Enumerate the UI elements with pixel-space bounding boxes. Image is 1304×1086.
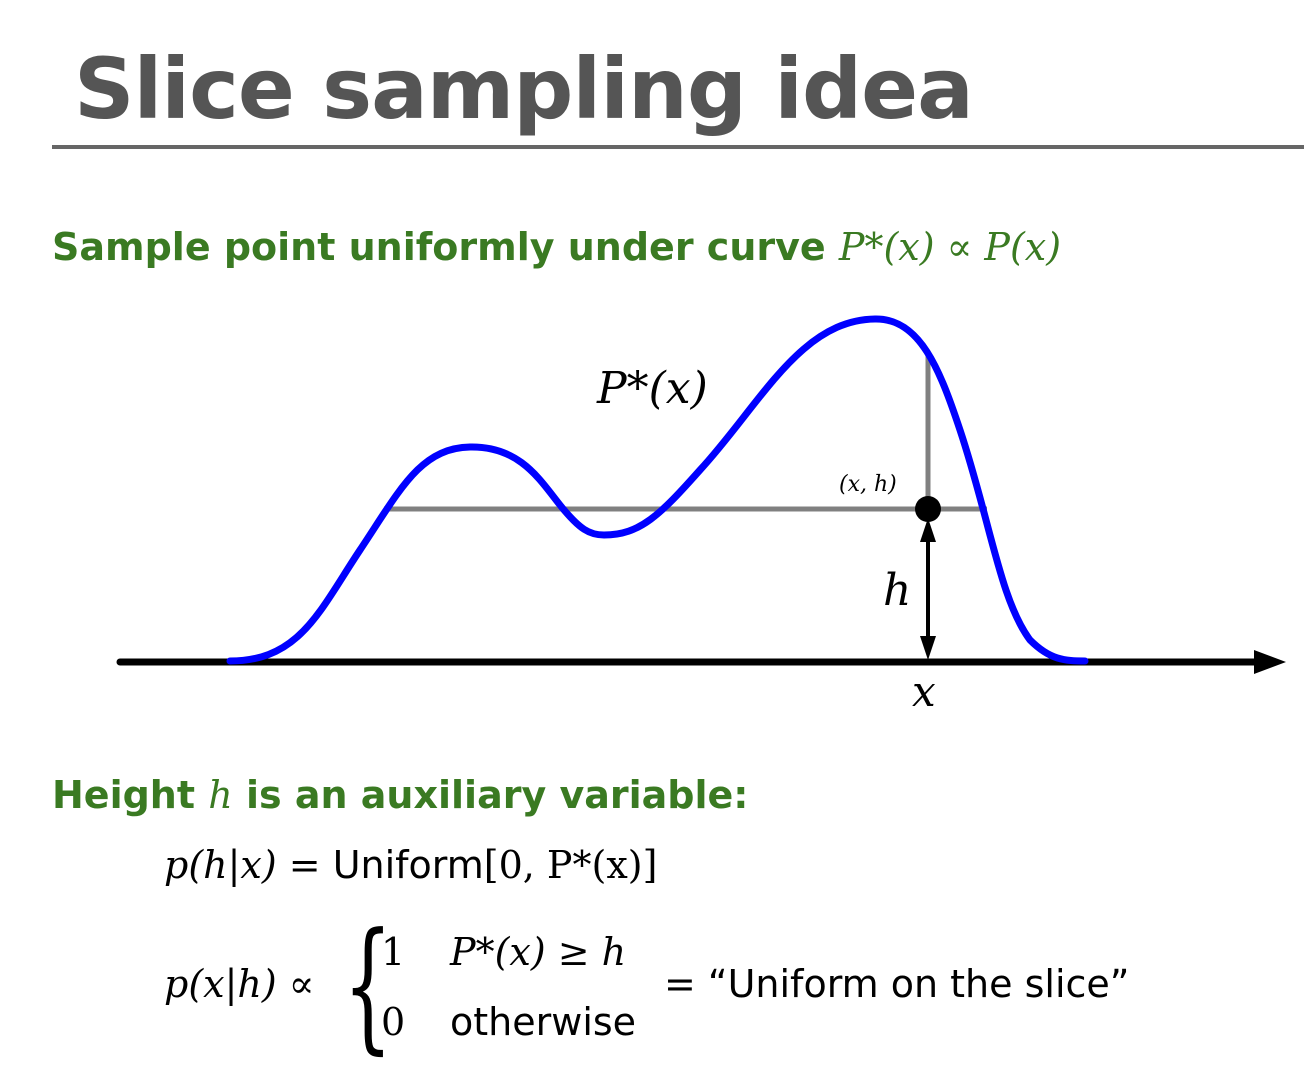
curve-label: P*(x) [596, 363, 708, 414]
axis-label: x [912, 667, 936, 716]
height-arrow-head-up [920, 518, 936, 542]
eq2-lhs: p(x|h) ∝ [164, 962, 315, 1006]
equation-h-given-x: p(h|x) = Uniform[0, P*(x)] [164, 843, 657, 887]
eq1-lhs: p(h|x) = [164, 843, 321, 887]
x-axis-arrowhead [1254, 650, 1286, 674]
eq1-math: [0, P*(x)] [483, 843, 658, 887]
height-arrow-head-down [920, 636, 936, 660]
density-curve [226, 315, 1089, 665]
heading-sample-point: Sample point uniformly under curve P*(x)… [52, 225, 1061, 269]
case2-condition: otherwise [450, 1000, 637, 1044]
equation-x-given-h-lhs: p(x|h) ∝ [164, 962, 314, 1006]
case1-condition: P*(x) ≥ h [450, 930, 627, 974]
cases-brace: { [343, 903, 393, 1068]
point-label: (x, h) [839, 472, 897, 497]
heading-auxiliary: Height h is an auxiliary variable: [52, 773, 748, 817]
heading-aux-suffix: is an auxiliary variable: [245, 773, 749, 817]
slide-title: Slice sampling idea [74, 40, 974, 138]
case1-value: 1 [381, 930, 406, 974]
eq1-text: Uniform [332, 843, 484, 887]
eq2-rhs: = “Uniform on the slice” [664, 962, 1130, 1006]
title-rule [52, 145, 1304, 149]
heading-aux-prefix: Height [52, 773, 196, 817]
heading-sample-text: Sample point uniformly under curve [52, 225, 826, 269]
height-label: h [883, 565, 911, 616]
case2-value: 0 [381, 1000, 406, 1044]
heading-sample-math: P*(x) ∝ P(x) [838, 225, 1062, 269]
sample-point [915, 496, 941, 522]
slice-sampling-figure: P*(x) (x, h) h x [116, 315, 1286, 716]
heading-aux-math: h [208, 773, 233, 817]
